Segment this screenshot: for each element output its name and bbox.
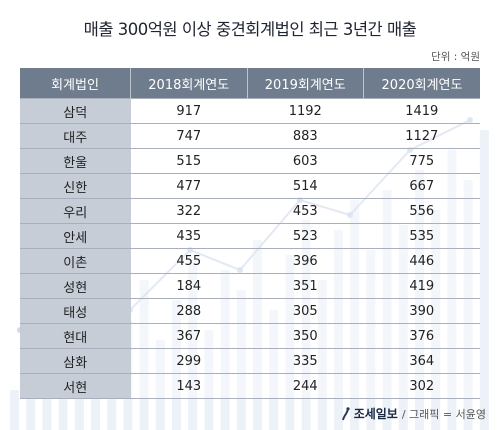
revenue-cell: 477 bbox=[130, 173, 247, 199]
revenue-cell: 514 bbox=[247, 173, 364, 199]
column-header-firm: 회계법인 bbox=[20, 68, 131, 99]
revenue-cell: 883 bbox=[247, 123, 364, 149]
revenue-cell: 515 bbox=[130, 148, 247, 174]
table-row: 서현 143 244 302 bbox=[20, 373, 480, 399]
table-row: 한울 515 603 775 bbox=[20, 148, 480, 174]
brand-name: 조세일보 bbox=[353, 407, 398, 421]
table-header-row: 회계법인 2018회계연도 2019회계연도 2020회계연도 bbox=[20, 68, 480, 99]
revenue-cell: 1419 bbox=[363, 98, 480, 124]
column-header-year: 2018회계연도 bbox=[130, 68, 248, 99]
revenue-cell: 775 bbox=[363, 148, 480, 174]
table-row: 삼화 299 335 364 bbox=[20, 348, 480, 374]
row-firm-name: 이촌 bbox=[20, 248, 131, 274]
revenue-cell: 435 bbox=[130, 223, 247, 249]
background-bar bbox=[10, 390, 19, 430]
revenue-table: 회계법인 2018회계연도 2019회계연도 2020회계연도 삼덕 917 1192 14… bbox=[20, 68, 480, 399]
revenue-cell: 299 bbox=[130, 348, 247, 374]
revenue-cell: 390 bbox=[363, 298, 480, 324]
table-row: 삼덕 917 1192 1419 bbox=[20, 98, 480, 124]
revenue-cell: 143 bbox=[130, 373, 247, 399]
revenue-cell: 419 bbox=[363, 273, 480, 299]
table-body: 삼덕 917 1192 1419 대주 747 883 1127 한울 515 603 775 신한 47… bbox=[20, 98, 480, 399]
table-row: 신한 477 514 667 bbox=[20, 173, 480, 199]
revenue-cell: 351 bbox=[247, 273, 364, 299]
revenue-cell: 747 bbox=[130, 123, 247, 149]
revenue-cell: 184 bbox=[130, 273, 247, 299]
row-firm-name: 삼화 bbox=[20, 348, 131, 374]
revenue-cell: 1192 bbox=[247, 98, 364, 124]
column-header-year: 2019회계연도 bbox=[247, 68, 364, 99]
footer-credit: 조세일보 / 그래픽 = 서윤영 bbox=[341, 405, 486, 422]
graphic-credit: / 그래픽 = 서윤영 bbox=[401, 407, 486, 421]
row-firm-name: 대주 bbox=[20, 123, 131, 149]
revenue-cell: 376 bbox=[363, 323, 480, 349]
background-bar bbox=[107, 370, 117, 430]
table-row: 이촌 455 396 446 bbox=[20, 248, 480, 274]
revenue-cell: 523 bbox=[247, 223, 364, 249]
row-firm-name: 신한 bbox=[20, 173, 131, 199]
revenue-cell: 556 bbox=[363, 198, 480, 224]
chart-title: 매출 300억원 이상 중견회계법인 최근 3년간 매출 bbox=[83, 20, 417, 39]
background-bar bbox=[42, 375, 52, 430]
table-row: 성현 184 351 419 bbox=[20, 273, 480, 299]
revenue-cell: 1127 bbox=[363, 123, 480, 149]
revenue-cell: 335 bbox=[247, 348, 364, 374]
unit-label: 단위 : 억원 bbox=[431, 51, 480, 63]
revenue-cell: 322 bbox=[130, 198, 247, 224]
column-header-year: 2020회계연도 bbox=[363, 68, 480, 99]
row-firm-name: 태성 bbox=[20, 298, 131, 324]
row-firm-name: 한울 bbox=[20, 148, 131, 174]
revenue-cell: 288 bbox=[130, 298, 247, 324]
revenue-cell: 667 bbox=[363, 173, 480, 199]
table-row: 대주 747 883 1127 bbox=[20, 123, 480, 149]
row-firm-name: 성현 bbox=[20, 273, 131, 299]
table-row: 태성 288 305 390 bbox=[20, 298, 480, 324]
revenue-cell: 917 bbox=[130, 98, 247, 124]
revenue-cell: 396 bbox=[247, 248, 364, 274]
revenue-cell: 453 bbox=[247, 198, 364, 224]
revenue-cell: 455 bbox=[130, 248, 247, 274]
row-firm-name: 삼덕 bbox=[20, 98, 131, 124]
table-row: 우리 322 453 556 bbox=[20, 198, 480, 224]
revenue-cell: 367 bbox=[130, 323, 247, 349]
table-row: 안세 435 523 535 bbox=[20, 223, 480, 249]
row-firm-name: 우리 bbox=[20, 198, 131, 224]
revenue-cell: 305 bbox=[247, 298, 364, 324]
table-row: 현대 367 350 376 bbox=[20, 323, 480, 349]
revenue-cell: 302 bbox=[363, 373, 480, 399]
row-firm-name: 안세 bbox=[20, 223, 131, 249]
revenue-cell: 350 bbox=[247, 323, 364, 349]
row-firm-name: 현대 bbox=[20, 323, 131, 349]
brand-logo-icon bbox=[341, 406, 350, 421]
revenue-cell: 446 bbox=[363, 248, 480, 274]
revenue-cell: 535 bbox=[363, 223, 480, 249]
row-firm-name: 서현 bbox=[20, 373, 131, 399]
revenue-cell: 364 bbox=[363, 348, 480, 374]
revenue-cell: 603 bbox=[247, 148, 364, 174]
revenue-cell: 244 bbox=[247, 373, 364, 399]
background-bar bbox=[479, 130, 489, 430]
